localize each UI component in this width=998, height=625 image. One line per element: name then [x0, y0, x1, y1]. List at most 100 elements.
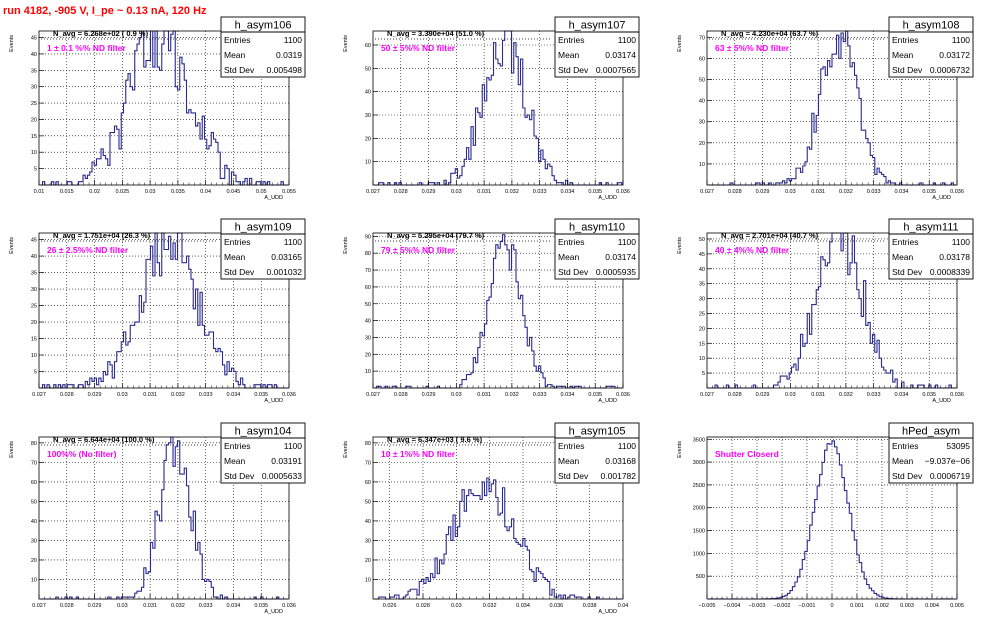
x-tick-label: −0.001 — [799, 603, 816, 609]
y-tick-label: 40 — [699, 267, 705, 273]
x-tick-label: 0.032 — [171, 603, 185, 609]
histogram-panel-h_asym109: 0.027 0.028 0.029 0.03 0.031 0.032 0.033 0.034 0… — [9, 218, 306, 404]
y-tick-label: 5 — [34, 167, 37, 173]
stats-value: 1100 — [284, 35, 303, 45]
y-tick-label: 50 — [699, 237, 705, 243]
stats-box: h_asym111 Entries 1100 Mean 0.03178 Std Dev 0.… — [888, 218, 974, 280]
y-tick-label: 40 — [365, 90, 371, 96]
stats-value: 0.0005633 — [262, 471, 302, 481]
x-tick-label: 0.036 — [950, 392, 964, 398]
y-axis-title: Events — [9, 441, 15, 458]
plot-frame — [38, 30, 290, 186]
stats-key: Std Dev — [224, 65, 255, 75]
stats-value: 1100 — [618, 35, 637, 45]
y-axis-title: Events — [9, 35, 15, 52]
x-tick-label: 0.036 — [282, 603, 296, 609]
stats-key: Std Dev — [892, 65, 923, 75]
x-axis-title: A_UDD — [932, 398, 951, 404]
x-tick-label: 0.036 — [950, 189, 964, 195]
stats-key: Entries — [224, 35, 250, 45]
x-tick-label: 0.031 — [477, 392, 491, 398]
x-tick-label: 0.028 — [60, 392, 74, 398]
x-tick-label: 0.031 — [143, 392, 157, 398]
x-tick-label: 0.029 — [422, 392, 436, 398]
n-avg-label: N_avg = 6.644e+04 (100.0 %) — [53, 435, 155, 444]
x-tick-label: 0.028 — [728, 392, 742, 398]
x-tick-label: 0.033 — [867, 392, 881, 398]
stats-value: 1100 — [618, 237, 637, 247]
stats-box: h_asym109 Entries 1100 Mean 0.03165 Std Dev 0.… — [220, 218, 306, 280]
y-tick-label: 60 — [365, 43, 371, 49]
x-tick-label: 0.032 — [171, 392, 185, 398]
y-tick-label: 60 — [365, 480, 371, 486]
stats-box: h_asym106 Entries 1100 Mean 0.0319 Std Dev 0.0… — [220, 16, 306, 78]
y-tick-label: 25 — [699, 311, 705, 317]
y-tick-label: 10 — [31, 150, 37, 156]
stats-key: Std Dev — [558, 471, 589, 481]
histogram-panel-h_asym111: 0.027 0.028 0.029 0.03 0.031 0.032 0.033 0.034 0… — [677, 218, 974, 404]
x-tick-label: 0.03 — [451, 603, 462, 609]
x-tick-label: 0.033 — [533, 392, 547, 398]
x-tick-label: 0.028 — [394, 392, 408, 398]
stats-key: Std Dev — [224, 267, 255, 277]
y-tick-label: 45 — [699, 252, 705, 258]
x-tick-label: 0.027 — [700, 392, 714, 398]
y-tick-label: 50 — [365, 66, 371, 72]
y-tick-label: 30 — [31, 85, 37, 91]
y-axis-title: Events — [343, 237, 349, 254]
y-axis-title: Events — [343, 35, 349, 52]
stats-box: h_asym108 Entries 1100 Mean 0.03172 Std Dev 0.… — [888, 16, 974, 78]
x-tick-label: 0.028 — [728, 189, 742, 195]
y-tick-label: 5 — [34, 370, 37, 376]
y-tick-label: 20 — [365, 136, 371, 142]
stats-key: Entries — [892, 237, 918, 247]
x-tick-label: 0.034 — [227, 392, 241, 398]
x-tick-label: 0.035 — [922, 189, 936, 195]
x-tick-label: 0.031 — [143, 603, 157, 609]
stats-key: Mean — [558, 50, 580, 60]
y-tick-label: 25 — [31, 304, 37, 310]
y-tick-label: 25 — [31, 101, 37, 107]
x-tick-label: 0.028 — [394, 189, 408, 195]
x-tick-label: 0.027 — [32, 603, 46, 609]
x-tick-label: 0.029 — [88, 603, 102, 609]
y-tick-label: 45 — [31, 36, 37, 42]
y-tick-label: 70 — [365, 268, 371, 274]
x-tick-label: 0.035 — [254, 603, 268, 609]
filter-label: 10 ± 1%% ND filter — [381, 449, 456, 459]
stats-key: Std Dev — [558, 65, 589, 75]
y-tick-label: 1500 — [693, 529, 705, 535]
stats-key: Entries — [558, 237, 584, 247]
stats-value: 1100 — [284, 441, 303, 451]
x-tick-label: 0.034 — [561, 392, 575, 398]
plot-frame — [372, 30, 624, 186]
stats-box: h_asym105 Entries 1100 Mean 0.03168 Std Dev 0.… — [554, 422, 640, 484]
y-axis-title: Events — [343, 441, 349, 458]
n-avg-label: N_avg = 6.268e+02 ( 0.9 %) — [53, 29, 149, 38]
x-tick-label: 0.031 — [811, 392, 825, 398]
x-tick-label: 0.027 — [700, 189, 714, 195]
y-tick-label: 60 — [365, 285, 371, 291]
y-tick-label: 20 — [31, 320, 37, 326]
stats-key: Entries — [224, 237, 250, 247]
run-title: run 4182, -905 V, I_pe ~ 0.13 nA, 120 Hz — [3, 5, 207, 17]
y-tick-label: 2500 — [693, 483, 705, 489]
y-tick-label: 50 — [699, 78, 705, 84]
filter-label: 26 ± 2.5%% ND filter — [47, 245, 129, 255]
y-tick-label: 30 — [365, 113, 371, 119]
x-tick-label: 0.026 — [383, 603, 397, 609]
x-tick-label: 0.03 — [117, 603, 128, 609]
histogram-panel-h_asym104: 0.027 0.028 0.029 0.03 0.031 0.032 0.033 0.034 0… — [9, 422, 306, 615]
x-axis-title: A_UDD — [264, 195, 283, 201]
stats-value: 0.001782 — [601, 471, 637, 481]
x-tick-label: 0.03 — [785, 189, 796, 195]
y-tick-label: 60 — [31, 480, 37, 486]
y-tick-label: 20 — [365, 558, 371, 564]
stats-key: Mean — [892, 252, 914, 262]
stats-key: Mean — [892, 456, 914, 466]
stats-value: 0.001032 — [267, 267, 303, 277]
histogram-panel-h_asym108: 0.027 0.028 0.029 0.03 0.031 0.032 0.033 0.034 0… — [677, 16, 974, 201]
stats-value: 53095 — [946, 441, 970, 451]
stats-key: Mean — [224, 50, 246, 60]
